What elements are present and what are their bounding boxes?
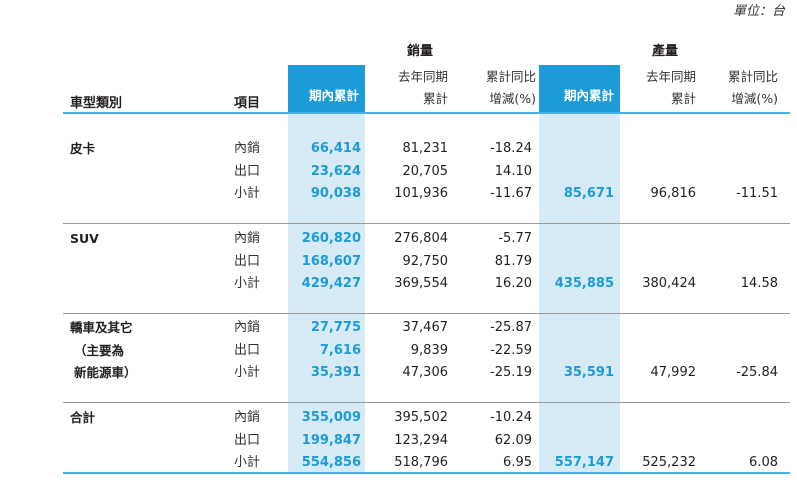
production-change-cell: -25.84 — [736, 365, 778, 380]
row-item-label: 內銷 — [234, 320, 261, 335]
sales-change-cell: -25.19 — [490, 365, 532, 380]
sales-prior-cell: 276,804 — [394, 231, 448, 246]
production-group-title: 產量 — [651, 44, 678, 59]
sales-cumulative-cell: 23,624 — [310, 163, 361, 179]
bottom-rule — [63, 472, 790, 474]
sales-prior-cell: 101,936 — [394, 186, 448, 201]
unit-note: 單位：台 — [732, 4, 785, 19]
production-change-header: 累計同比 增減(%) — [727, 69, 778, 106]
row-item-label: 出口 — [234, 432, 261, 448]
sales-prior-cell: 369,554 — [394, 276, 448, 291]
sales-prior-cell: 92,750 — [402, 253, 449, 269]
category-label: 轎車及其它 — [70, 320, 133, 335]
sales-prior-cell: 37,467 — [402, 320, 449, 335]
production-change-cell: 14.58 — [740, 276, 778, 291]
sales-prior-header: 去年同期 累計 — [397, 69, 448, 106]
category-label: SUV — [70, 231, 99, 246]
sales-group-title: 銷量 — [406, 44, 433, 59]
sales-change-cell: 16.20 — [494, 276, 532, 291]
sales-cumulative-cell: 168,607 — [301, 253, 361, 269]
sales-change-cell: 62.09 — [494, 432, 532, 448]
group-divider — [63, 401, 790, 403]
sales-prior-cell: 518,796 — [394, 455, 448, 470]
sales-change-cell: -18.24 — [490, 141, 532, 156]
sales-cumulative-cell: 27,775 — [310, 320, 361, 335]
production-cumulative-cell: 85,671 — [563, 186, 614, 201]
category-label: 新能源車） — [74, 365, 137, 380]
sales-cumulative-cell: 199,847 — [301, 432, 361, 448]
sales-cumulative-cell: 355,009 — [301, 410, 361, 425]
production-prior-cell: 380,424 — [642, 276, 696, 291]
sales-prior-cell: 20,705 — [402, 163, 449, 179]
sales-change-cell: -10.24 — [490, 410, 532, 425]
production-prior-header: 去年同期 累計 — [645, 69, 696, 106]
production-change-cell: -11.51 — [736, 186, 778, 201]
category-label: 合計 — [70, 410, 96, 425]
header-rule — [63, 112, 790, 114]
sales-cumulative-cell: 429,427 — [301, 276, 361, 291]
category-label: 皮卡 — [70, 141, 96, 156]
sales-cumulative-cell: 35,391 — [310, 365, 361, 380]
row-item-label: 內銷 — [234, 231, 261, 246]
sales-cumulative-cell: 554,856 — [301, 455, 361, 470]
row-item-label: 出口 — [234, 163, 261, 179]
row-item-label: 內銷 — [234, 410, 261, 425]
group-divider — [63, 222, 790, 224]
sales-cumulative-cell: 66,414 — [310, 141, 361, 156]
production-cumulative-highlight — [539, 65, 620, 474]
category-label: （主要為 — [74, 342, 125, 358]
sales-change-cell: -5.77 — [498, 231, 532, 246]
row-item-label: 小計 — [234, 276, 261, 291]
production-prior-cell: 525,232 — [642, 455, 696, 470]
sales-prior-cell: 123,294 — [394, 432, 448, 448]
production-cumulative-cell: 557,147 — [554, 455, 614, 470]
sales-prior-cell: 47,306 — [402, 365, 449, 380]
row-item-label: 小計 — [234, 186, 261, 201]
sales-cumulative-cell: 260,820 — [301, 231, 361, 246]
row-item-label: 出口 — [234, 253, 261, 269]
sales-change-cell: 6.95 — [503, 455, 532, 470]
item-column-header: 項目 — [234, 96, 261, 111]
row-item-label: 出口 — [234, 342, 261, 358]
sales-prior-cell: 395,502 — [394, 410, 448, 425]
sales-change-cell: -25.87 — [490, 320, 532, 335]
sales-change-cell: 14.10 — [494, 163, 532, 179]
group-divider — [63, 312, 790, 314]
sales-change-cell: 81.79 — [494, 253, 532, 269]
production-change-cell: 6.08 — [749, 455, 778, 470]
sales-prior-cell: 9,839 — [410, 342, 448, 358]
row-item-label: 小計 — [234, 365, 261, 380]
sales-cumulative-cell: 90,038 — [310, 186, 361, 201]
production-cumulative-cell: 35,591 — [563, 365, 614, 380]
sales-cumulative-header: 期內累計 — [288, 65, 365, 112]
sales-prior-cell: 81,231 — [402, 141, 449, 156]
row-item-label: 小計 — [234, 455, 261, 470]
production-cumulative-cell: 435,885 — [554, 276, 614, 291]
sales-cumulative-highlight — [288, 65, 365, 474]
sales-change-cell: -11.67 — [490, 186, 532, 201]
row-item-label: 內銷 — [234, 141, 261, 156]
sales-change-header: 累計同比 增減(%) — [485, 69, 536, 106]
sales-cumulative-cell: 7,616 — [319, 342, 361, 358]
production-prior-cell: 96,816 — [650, 186, 697, 201]
production-cumulative-header: 期內累計 — [539, 65, 620, 112]
category-column-header: 車型類別 — [70, 96, 123, 111]
production-prior-cell: 47,992 — [650, 365, 697, 380]
sales-change-cell: -22.59 — [490, 342, 532, 358]
